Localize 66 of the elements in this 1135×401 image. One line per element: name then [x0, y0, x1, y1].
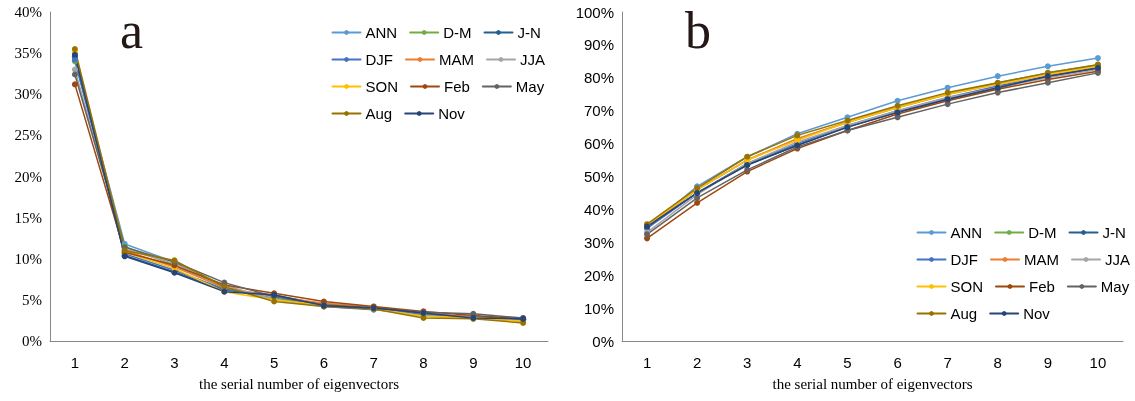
y-tick-label: 30%: [583, 233, 614, 251]
x-tick-label: 8: [419, 354, 428, 371]
x-tick-label: 10: [514, 354, 532, 371]
y-tick-label: 40%: [583, 200, 614, 218]
x-tick-label: 7: [369, 354, 378, 371]
legend-label: D-M: [443, 24, 472, 41]
y-tick-label: 0%: [592, 332, 614, 350]
x-tick-label: 8: [993, 354, 1002, 371]
legend-label: Aug: [950, 305, 978, 322]
legend-label: JJA: [1105, 251, 1131, 268]
legend-label: May: [1100, 278, 1130, 295]
legend-label: JJA: [520, 51, 546, 68]
x-tick-label: 1: [70, 354, 80, 371]
y-tick-label: 30%: [14, 86, 42, 103]
y-tick-label: 20%: [583, 266, 614, 284]
y-tick-label: 100%: [575, 3, 614, 21]
legend-label: May: [515, 78, 545, 95]
legend-label: Feb: [444, 78, 470, 95]
x-tick-label: 3: [743, 354, 752, 371]
x-tick-label: 4: [793, 354, 802, 371]
x-tick-label: 2: [120, 354, 129, 371]
x-axis-title: the serial number of eigenvectors: [772, 375, 973, 392]
y-tick-label: 60%: [583, 135, 614, 153]
legend-label: Nov: [1023, 305, 1051, 322]
legend-label: ANN: [950, 224, 983, 241]
x-tick-label: 2: [692, 354, 702, 371]
legend-label: DJF: [365, 51, 393, 68]
x-tick-label: 9: [469, 354, 478, 371]
legend-label: ANN: [365, 24, 398, 41]
legend-label: MAM: [439, 51, 474, 68]
x-tick-label: 5: [843, 354, 852, 371]
legend-label: SON: [365, 78, 399, 95]
x-tick-label: 1: [642, 354, 652, 371]
legend-label: DJF: [950, 251, 978, 268]
legend-label: Aug: [365, 105, 393, 122]
y-tick-label: 20%: [14, 168, 42, 185]
y-tick-label: 35%: [14, 45, 42, 62]
annotation: a: [120, 1, 144, 59]
legend-label: Nov: [438, 105, 466, 122]
legend-label: SON: [950, 278, 984, 295]
y-tick-label: 90%: [583, 36, 614, 54]
y-tick-label: 25%: [14, 127, 42, 144]
y-tick-label: 5%: [22, 291, 42, 308]
legend-label: D-M: [1028, 224, 1057, 241]
x-tick-label: 4: [220, 354, 229, 371]
y-tick-label: 80%: [583, 69, 614, 87]
y-tick-label: 10%: [14, 250, 42, 267]
x-tick-label: 6: [893, 354, 902, 371]
x-axis-title: the serial number of eigenvectors: [199, 375, 400, 392]
annotation: b: [685, 1, 711, 59]
x-tick-label: 9: [1043, 354, 1053, 371]
legend-label: J-N: [517, 24, 541, 41]
y-tick-label: 10%: [583, 299, 614, 317]
x-tick-label: 7: [943, 354, 952, 371]
x-tick-label: 3: [170, 354, 179, 371]
y-tick-label: 15%: [14, 209, 42, 226]
legend-label: MAM: [1024, 251, 1059, 268]
legend-label: J-N: [1102, 224, 1126, 241]
legend-label: Feb: [1029, 278, 1055, 295]
y-tick-label: 40%: [14, 4, 42, 20]
y-tick-label: 70%: [583, 102, 614, 120]
x-tick-label: 5: [269, 354, 279, 371]
y-tick-label: 0%: [22, 333, 42, 349]
x-tick-label: 10: [1089, 354, 1107, 371]
x-tick-label: 6: [319, 354, 329, 371]
y-tick-label: 50%: [583, 168, 614, 185]
